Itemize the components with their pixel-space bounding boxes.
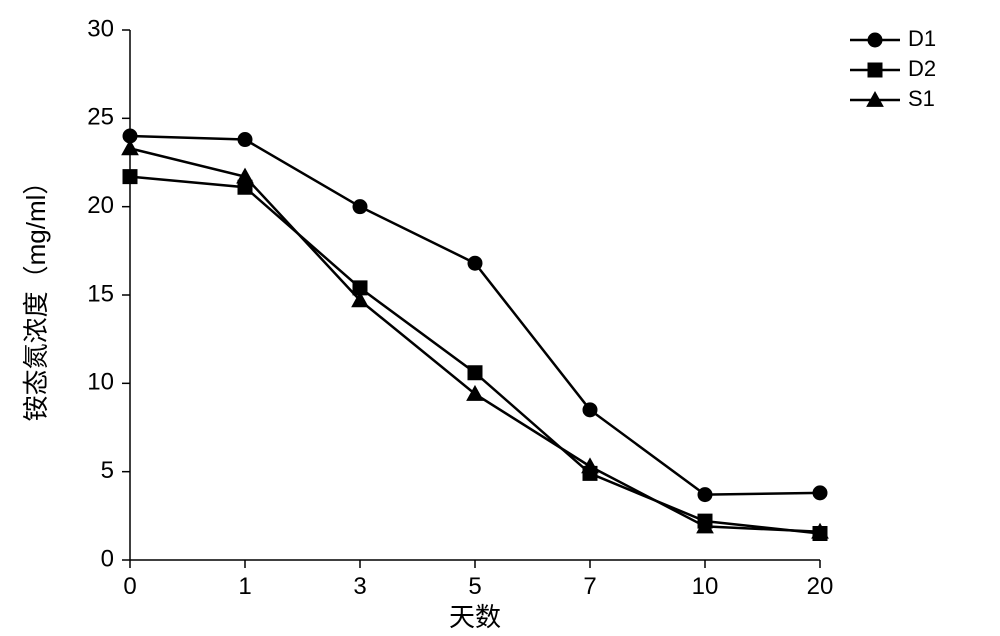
legend-label-D1: D1 [908, 26, 936, 51]
series-marker-D1 [813, 486, 827, 500]
y-tick-label: 25 [87, 104, 114, 131]
x-tick-label: 7 [583, 573, 596, 600]
series-marker-D1 [238, 133, 252, 147]
series-line-D2 [130, 177, 820, 534]
y-tick-label: 10 [87, 369, 114, 396]
y-axis-title: 铵态氮浓度（mg/ml） [21, 169, 51, 422]
series-marker-D1 [468, 256, 482, 270]
legend-label-S1: S1 [908, 86, 935, 111]
series-line-D1 [130, 136, 820, 495]
x-tick-label: 0 [123, 573, 136, 600]
series-marker-D1 [353, 200, 367, 214]
x-axis-title: 天数 [449, 602, 501, 632]
y-tick-label: 0 [101, 545, 114, 572]
series-marker-D2 [468, 366, 482, 380]
x-tick-label: 5 [468, 573, 481, 600]
series-marker-D2 [123, 170, 137, 184]
x-tick-label: 10 [692, 573, 719, 600]
x-tick-label: 3 [353, 573, 366, 600]
legend-marker-D1 [868, 33, 882, 47]
series-line-S1 [130, 148, 820, 531]
y-tick-label: 20 [87, 192, 114, 219]
chart-svg: 0 5 10 15 20 25 30 0 1 3 5 7 10 20 铵态氮浓度（mg/ml） 天数 D1 D2 S… [0, 0, 1000, 636]
series-marker-S1 [582, 458, 598, 472]
y-tick-label: 15 [87, 280, 114, 307]
x-tick-label: 1 [238, 573, 251, 600]
line-chart: 0 5 10 15 20 25 30 0 1 3 5 7 10 20 铵态氮浓度（mg/ml） 天数 D1 D2 S… [0, 0, 1000, 636]
x-tick-label: 20 [807, 573, 834, 600]
series-marker-S1 [122, 140, 138, 154]
series-marker-D1 [698, 488, 712, 502]
y-tick-label: 30 [87, 15, 114, 42]
y-tick-label: 5 [101, 457, 114, 484]
legend-marker-D2 [868, 63, 882, 77]
legend-label-D2: D2 [908, 56, 936, 81]
series-marker-D1 [583, 403, 597, 417]
